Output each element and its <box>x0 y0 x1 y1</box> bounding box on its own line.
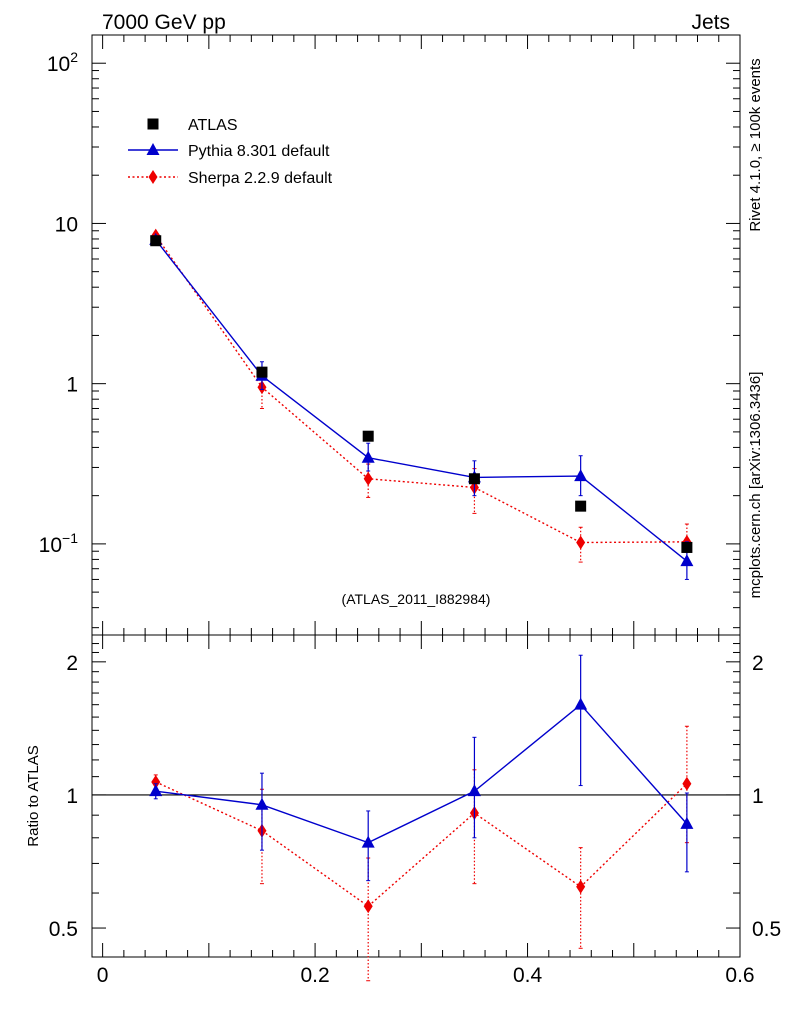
sherpa-ratio-point <box>576 879 586 894</box>
x-tick-label: 0.4 <box>513 964 543 987</box>
main-series-layer <box>149 228 694 580</box>
ratio-y-tick-label-left: 2 <box>66 652 78 675</box>
legend: ATLAS Pythia 8.301 default Sherpa 2.2.9 de… <box>128 117 333 187</box>
pythia-ratio-point <box>467 784 481 797</box>
legend-sherpa-label: Sherpa 2.2.9 default <box>188 170 333 187</box>
pythia-ratio-errorbar <box>578 654 583 787</box>
beam-energy-label: 7000 GeV pp <box>102 11 226 34</box>
ratio-series-layer <box>149 654 694 982</box>
pythia-ratio-point <box>361 835 375 848</box>
sherpa-ratio-line <box>155 781 688 908</box>
pythia-ratio-point <box>255 797 269 810</box>
x-tick-label: 0.6 <box>725 964 754 987</box>
sherpa-main-point <box>363 471 373 486</box>
rivet-version-label: Rivet 4.1.0, ≥ 100k events <box>747 58 764 231</box>
atlas-main-point <box>256 366 268 378</box>
ratio-y-tick-label-right: 0.5 <box>752 918 781 941</box>
legend-pythia-marker <box>146 143 160 155</box>
pythia-ratio-point <box>149 784 163 797</box>
main-y-tick-label: 10 <box>55 213 78 236</box>
main-y-tick-label: 1 <box>66 374 78 397</box>
legend-pythia-label: Pythia 8.301 default <box>188 143 330 160</box>
legend-atlas-marker <box>147 118 159 130</box>
pythia-main-line <box>155 239 688 562</box>
pythia-ratio-point <box>680 816 694 829</box>
sherpa-main-point <box>576 535 586 550</box>
main-y-tick-label: 10−1 <box>39 530 79 557</box>
atlas-main-point <box>575 500 587 512</box>
main-y-tick-label: 102 <box>47 49 78 76</box>
ratio-plot-frame <box>91 634 741 958</box>
pythia-main-point <box>680 554 694 567</box>
atlas-main-point <box>150 235 162 247</box>
x-tick-label: 0.2 <box>300 964 329 987</box>
ratio-y-tick-label-right: 1 <box>752 785 764 808</box>
ratio-y-tick-label-right: 2 <box>752 652 764 675</box>
pythia-ratio-line <box>155 703 688 844</box>
main-y-axis: 102 10 1 10−1 <box>39 49 740 629</box>
ratio-axis-label: Ratio to ATLAS <box>25 745 42 846</box>
sherpa-main-errorbar <box>578 526 583 563</box>
pythia-ratio-point <box>574 697 588 710</box>
sherpa-ratio-point <box>363 899 373 914</box>
pythia-ratio-errorbar <box>259 772 264 851</box>
mcplots-label: mcplots.cern.ch [arXiv:1306.3436] <box>747 372 764 599</box>
legend-atlas-label: ATLAS <box>188 117 238 134</box>
x-tick-label: 0 <box>97 964 109 987</box>
analysis-id-label: (ATLAS_2011_I882984) <box>342 591 491 607</box>
atlas-main-point <box>362 430 374 442</box>
ratio-y-tick-label-left: 0.5 <box>49 918 78 941</box>
sherpa-ratio-errorbar <box>578 847 583 949</box>
atlas-main-point <box>681 541 693 553</box>
atlas-main-point <box>468 473 480 485</box>
pythia-ratio-errorbar <box>684 792 689 873</box>
x-axis: 0 0.2 0.4 0.6 <box>97 35 755 987</box>
ratio-y-tick-label-left: 1 <box>66 785 78 808</box>
pythia-main-point <box>361 450 375 463</box>
sherpa-main-line <box>155 235 687 544</box>
sherpa-ratio-point <box>151 774 161 789</box>
sherpa-ratio-point <box>682 776 692 791</box>
legend-sherpa-marker <box>148 170 158 184</box>
pythia-main-point <box>574 469 588 482</box>
process-label: Jets <box>691 11 730 34</box>
